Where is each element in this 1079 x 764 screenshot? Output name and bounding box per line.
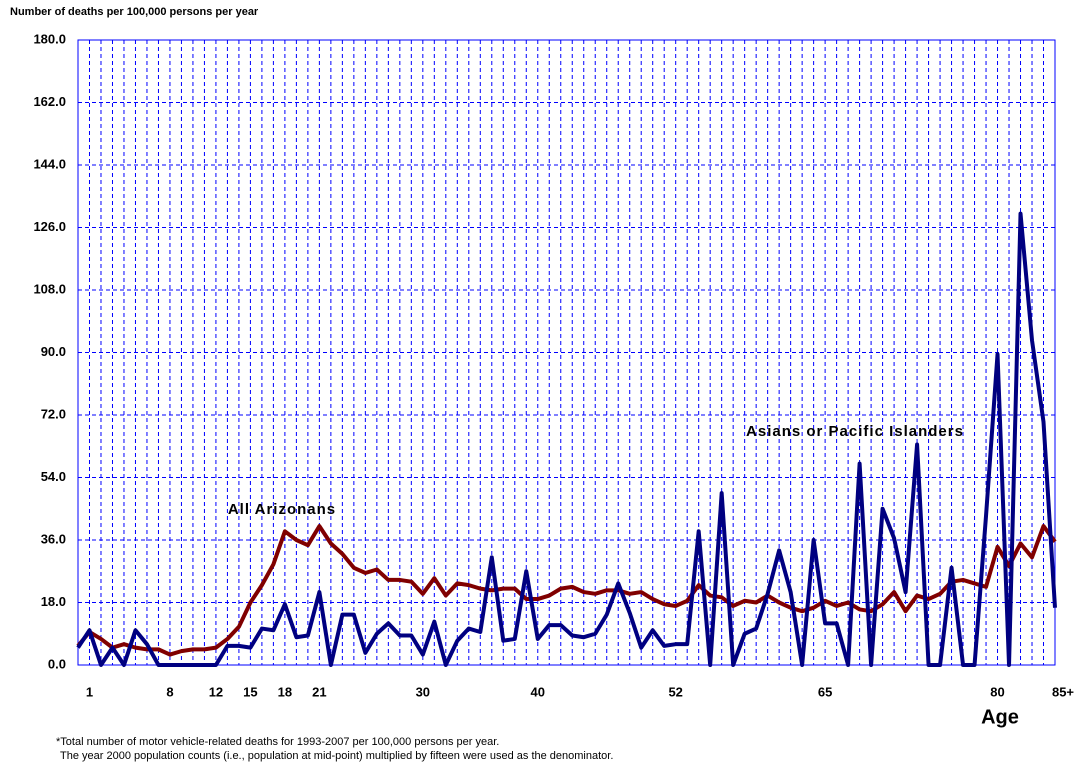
series-label: Asians or Pacific Islanders	[746, 423, 964, 440]
y-tick-label: 36.0	[41, 531, 66, 546]
x-tick-label: 18	[278, 684, 292, 699]
y-axis-label: Number of deaths per 100,000 persons per…	[10, 6, 259, 18]
x-tick-label: 15	[243, 684, 257, 699]
y-tick-label: 18.0	[41, 594, 66, 609]
footnote: The year 2000 population counts (i.e., p…	[60, 750, 613, 762]
x-tick-label: 1	[86, 684, 93, 699]
plot-border	[77, 39, 1056, 666]
x-tick-label: 8	[166, 684, 173, 699]
x-tick-label: 85+	[1052, 684, 1074, 699]
y-tick-label: 162.0	[33, 94, 66, 109]
y-tick-label: 90.0	[41, 344, 66, 359]
x-tick-label: 21	[312, 684, 326, 699]
y-tick-label: 126.0	[33, 219, 66, 234]
footnote: *Total number of motor vehicle-related d…	[56, 736, 499, 748]
series-line	[76, 524, 1057, 657]
y-tick-label: 72.0	[41, 406, 66, 421]
series-line	[76, 211, 1057, 667]
y-tick-label: 144.0	[33, 156, 66, 171]
y-tick-label: 180.0	[33, 31, 66, 46]
x-tick-label: 30	[416, 684, 430, 699]
x-axis-label: Age	[981, 706, 1019, 728]
x-tick-label: 12	[209, 684, 223, 699]
y-tick-label: 54.0	[41, 469, 66, 484]
series-label: All Arizonans	[228, 501, 336, 518]
x-tick-label: 80	[990, 684, 1004, 699]
y-tick-label: 108.0	[33, 281, 66, 296]
x-tick-label: 65	[818, 684, 832, 699]
x-tick-label: 52	[668, 684, 682, 699]
y-tick-label: 0.0	[48, 656, 66, 671]
x-tick-label: 40	[531, 684, 545, 699]
